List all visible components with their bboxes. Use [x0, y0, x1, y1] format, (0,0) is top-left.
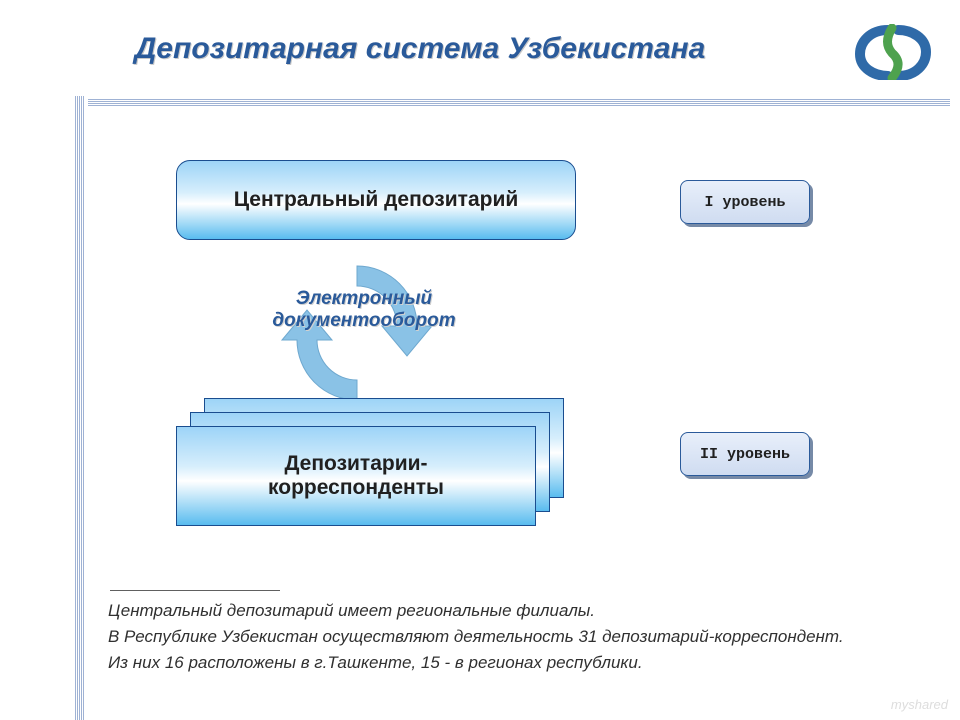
correspondents-label-line1: Депозитарии- — [284, 452, 427, 476]
footnote-text: В Республике Узбекистан осуществляют дея… — [108, 627, 844, 646]
node-correspondents: Депозитарии- корреспонденты — [176, 426, 536, 526]
footnote-line: Из них 16 расположены в г.Ташкенте, 15 -… — [108, 652, 920, 675]
correspondents-label-line2: корреспонденты — [268, 476, 444, 500]
slide-title: Депозитарная система Узбекистана — [0, 32, 840, 66]
left-margin-rule — [75, 96, 85, 720]
node-central-depository: Центральный депозитарий — [176, 160, 576, 240]
footnote-text: Из них 16 расположены в г.Ташкенте, 15 -… — [108, 653, 643, 672]
cycle-arrows-icon — [272, 248, 442, 418]
slide-header: Депозитарная система Узбекистана — [0, 0, 960, 110]
level-1-badge: I уровень — [680, 180, 810, 224]
footnote-rule — [110, 590, 280, 591]
cycle-label-line1: Электронный — [296, 288, 432, 309]
cycle-label: Электронный документооборот — [264, 288, 464, 332]
node-correspondents-stack: Депозитарии- корреспонденты — [176, 398, 576, 514]
footnote-line: Центральный депозитарий имеет региональн… — [108, 600, 920, 623]
header-divider — [88, 98, 950, 106]
level-2-badge: II уровень — [680, 432, 810, 476]
watermark: myshared — [891, 697, 948, 712]
node-central-label: Центральный депозитарий — [234, 188, 519, 212]
footnote-text: Центральный депозитарий имеет региональн… — [108, 601, 595, 620]
csd-logo-icon — [854, 24, 932, 80]
level-2-label: II уровень — [700, 446, 790, 463]
footnote-line: В Республике Узбекистан осуществляют дея… — [108, 626, 920, 649]
level-1-label: I уровень — [704, 194, 785, 211]
cycle-label-line2: документооборот — [272, 310, 455, 331]
